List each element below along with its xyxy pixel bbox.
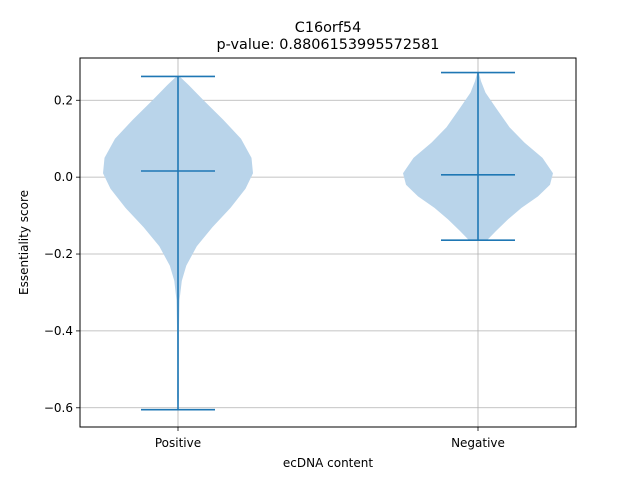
y-tick-label: 0.0 <box>54 170 73 184</box>
violin-bodies <box>103 72 553 410</box>
y-axis-label: Essentiality score <box>17 190 31 295</box>
y-tick-label: 0.2 <box>54 93 73 107</box>
chart-title: C16orf54 <box>295 20 361 36</box>
plot-frame <box>79 57 577 428</box>
y-tick-label: −0.6 <box>44 401 73 415</box>
x-tick-label: Positive <box>155 436 201 450</box>
violin-statistics <box>141 71 515 411</box>
y-tick-label: −0.4 <box>44 324 73 338</box>
y-axis-ticks: −0.6 −0.4 −0.2 0.0 0.2 <box>44 93 80 415</box>
chart-subtitle: p-value: 0.8806153995572581 <box>217 37 440 53</box>
x-tick-label: Negative <box>451 436 505 450</box>
x-axis-ticks: Positive Negative <box>155 427 505 450</box>
x-axis-label: ecDNA content <box>283 456 373 470</box>
y-tick-label: −0.2 <box>44 247 73 261</box>
